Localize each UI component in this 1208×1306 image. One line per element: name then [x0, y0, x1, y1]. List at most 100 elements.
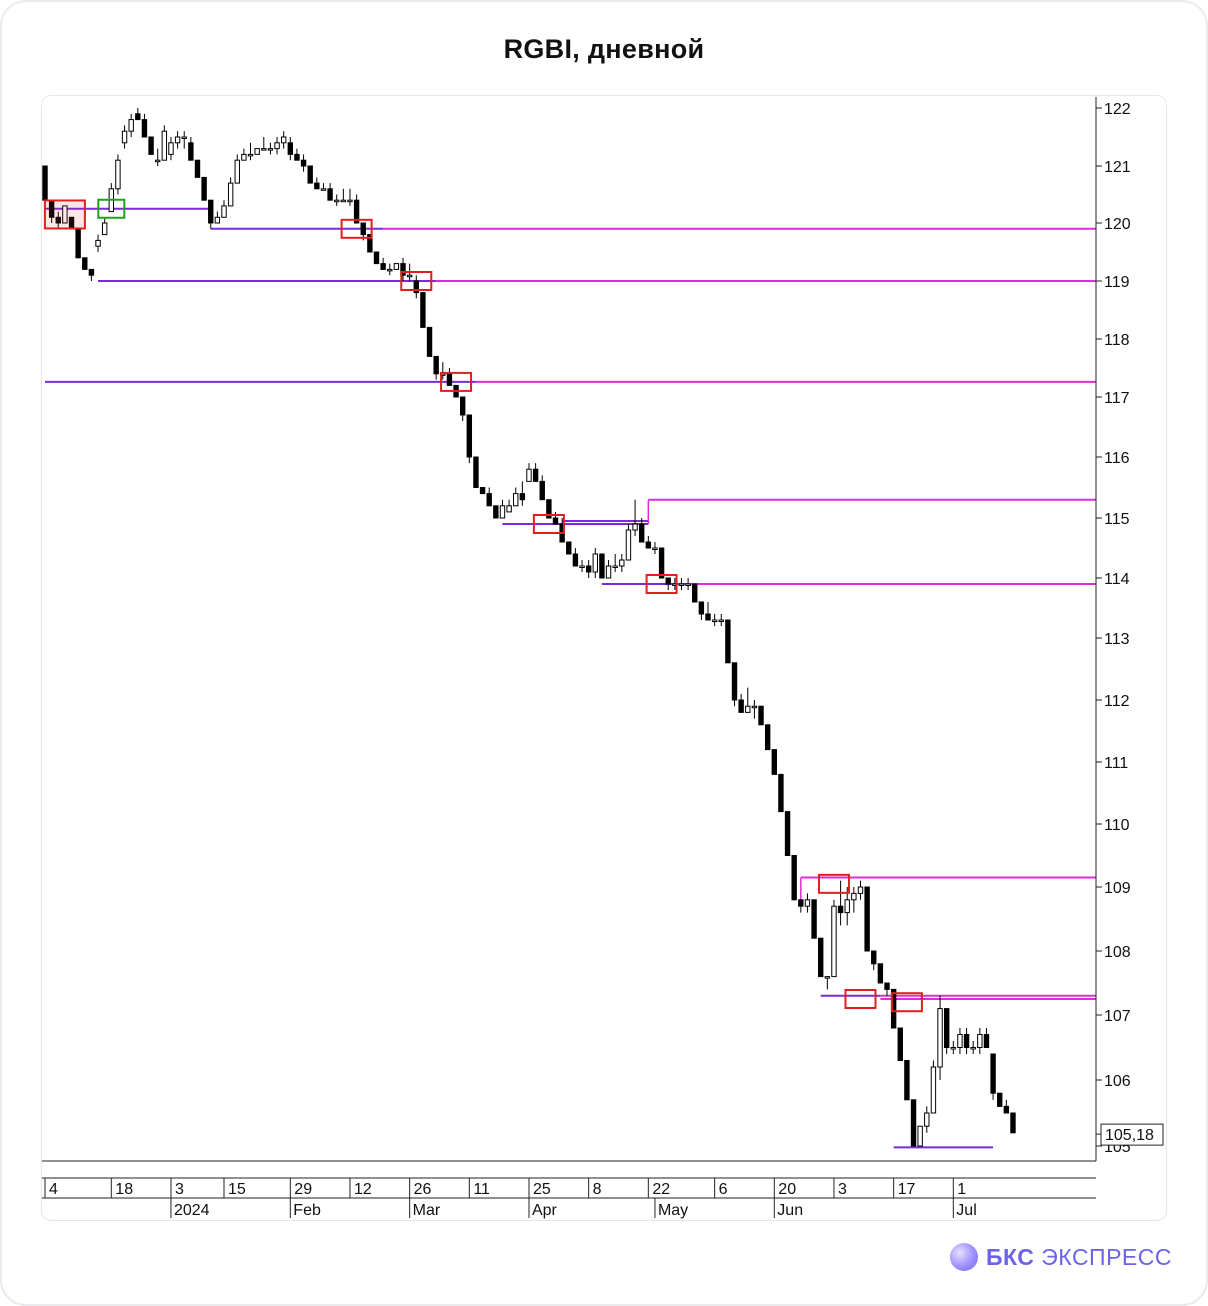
y-tick-label: 119 — [1104, 274, 1130, 291]
marker-box — [844, 989, 877, 1009]
candle-body — [493, 505, 499, 519]
candle-body — [181, 136, 187, 139]
marker-box — [817, 873, 850, 894]
x-tick-label: 17 — [898, 1181, 916, 1198]
candle-body — [208, 199, 214, 224]
candle-body — [943, 1008, 950, 1048]
candle-body — [566, 541, 572, 555]
candle-body — [585, 565, 592, 573]
x-tick-label: 3 — [838, 1181, 847, 1198]
candle-body — [658, 547, 665, 579]
candle-body — [486, 493, 492, 507]
candle-body — [764, 724, 771, 751]
candle-body — [334, 199, 340, 203]
candle-body — [864, 886, 870, 952]
y-tick-label: 115 — [1104, 511, 1130, 528]
candle-body — [406, 274, 413, 278]
candle-body — [579, 565, 585, 568]
candle-body — [1010, 1112, 1016, 1134]
candle-body — [340, 199, 347, 203]
candle-body — [904, 1060, 910, 1101]
candle-body — [665, 577, 671, 585]
candle-body — [857, 886, 864, 894]
candle-body — [791, 855, 797, 901]
x-tick-label: 18 — [115, 1181, 133, 1198]
x-tick-label: 29 — [294, 1181, 312, 1198]
candle-body — [818, 937, 824, 978]
candle-body — [745, 705, 751, 713]
candle-body — [241, 153, 247, 161]
x-month-label: Mar — [413, 1202, 441, 1219]
x-month-label: Apr — [532, 1202, 558, 1219]
candle-body — [42, 165, 48, 201]
marker-box — [645, 574, 678, 594]
markers — [43, 198, 923, 1013]
x-tick-label: 26 — [414, 1181, 432, 1198]
candle-body — [400, 263, 406, 276]
candle-body — [937, 1008, 943, 1068]
candles — [42, 108, 1016, 1147]
candle-body — [831, 905, 837, 978]
candle-body — [188, 142, 194, 161]
x-month-label: Feb — [293, 1202, 321, 1219]
candle-body — [738, 699, 744, 713]
candle-body — [75, 228, 81, 259]
candle-body — [552, 517, 559, 525]
y-tick-label: 113 — [1104, 631, 1130, 648]
candle-body — [221, 205, 227, 218]
x-month-label: Jun — [777, 1202, 803, 1219]
x-tick-label: 12 — [354, 1181, 372, 1198]
marker-box — [43, 199, 86, 230]
candle-body — [320, 188, 327, 191]
y-tick-label: 107 — [1104, 1008, 1131, 1025]
candle-body — [121, 130, 128, 144]
marker-box — [340, 218, 373, 239]
x-tick-label: 11 — [473, 1181, 490, 1198]
marker-box — [890, 992, 923, 1013]
candle-body — [798, 899, 804, 907]
candle-body — [645, 541, 652, 549]
candle-body — [519, 493, 526, 501]
candle-body — [426, 326, 433, 357]
candle-body — [751, 705, 758, 709]
candle-body — [771, 749, 777, 775]
y-tick-label: 110 — [1104, 817, 1130, 834]
candle-body — [174, 136, 181, 144]
candle-body — [526, 468, 532, 482]
candle-body — [347, 199, 353, 203]
candle-body — [307, 165, 313, 184]
candle-body — [970, 1047, 976, 1050]
candle-body — [214, 216, 221, 224]
marker-box — [440, 371, 473, 392]
candle-body — [685, 583, 691, 586]
y-tick-label: 118 — [1104, 332, 1130, 349]
candle-body — [784, 811, 791, 856]
x-tick-label: 8 — [593, 1181, 602, 1198]
x-tick-label: 25 — [533, 1181, 551, 1198]
y-tick-label: 109 — [1104, 880, 1131, 897]
x-tick-label: 3 — [175, 1181, 184, 1198]
candle-body — [513, 493, 519, 507]
brand-regular: ЭКСПРЕСС — [1034, 1243, 1172, 1270]
x-month-label: 2024 — [174, 1202, 210, 1219]
x-tick-label: 22 — [652, 1181, 670, 1198]
candle-body — [612, 565, 618, 568]
candle-body — [254, 148, 260, 155]
candle-body — [997, 1092, 1003, 1107]
brand: БКС ЭКСПРЕСС — [950, 1243, 1172, 1271]
y-tick-label: 114 — [1104, 571, 1130, 588]
marker-box — [97, 198, 126, 219]
candle-body — [155, 159, 161, 163]
candle-body — [168, 142, 174, 155]
candle-body — [990, 1053, 996, 1094]
candle-body — [950, 1047, 957, 1050]
candle-body — [95, 239, 101, 247]
chart-title: RGBI, дневной — [503, 34, 705, 64]
candle-body — [546, 499, 552, 519]
candle-body — [983, 1034, 990, 1048]
candle-body — [287, 142, 294, 155]
y-tick-label: 117 — [1104, 390, 1130, 407]
candle-body — [605, 565, 612, 579]
